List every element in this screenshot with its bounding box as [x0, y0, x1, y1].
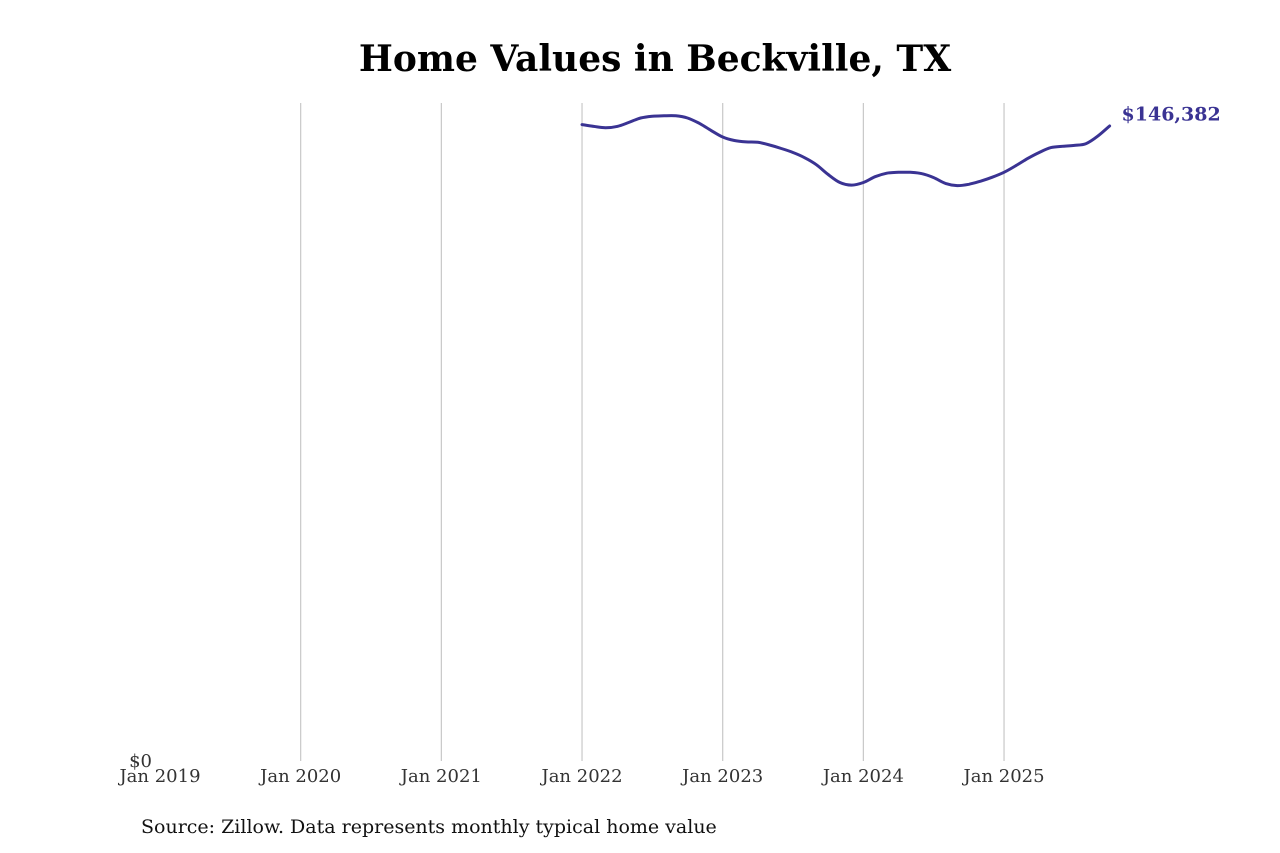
x-tick-label: Jan 2023 — [680, 766, 763, 787]
x-tick-label: Jan 2022 — [539, 766, 622, 787]
series-line — [580, 114, 1112, 188]
x-tick-label: Jan 2019 — [117, 766, 200, 787]
x-tick-label: Jan 2020 — [258, 766, 341, 787]
x-tick-label: Jan 2025 — [962, 766, 1045, 787]
annotations: $146,382 — [1122, 104, 1221, 126]
x-tick-label: Jan 2024 — [821, 766, 904, 787]
y-tick-label: $0 — [129, 751, 152, 772]
end-value-label: $146,382 — [1122, 104, 1221, 126]
grid-lines — [300, 103, 1005, 761]
series-lines — [580, 114, 1112, 188]
x-tick-label: Jan 2021 — [399, 766, 482, 787]
axis-labels: Jan 2019 Jan 2020 Jan 2021 Jan 2022 Jan 2023… — [117, 751, 1044, 787]
source-note: Source: Zillow. Data represents monthly … — [141, 816, 717, 838]
chart-title: Home Values in Beckville, TX — [358, 38, 952, 80]
